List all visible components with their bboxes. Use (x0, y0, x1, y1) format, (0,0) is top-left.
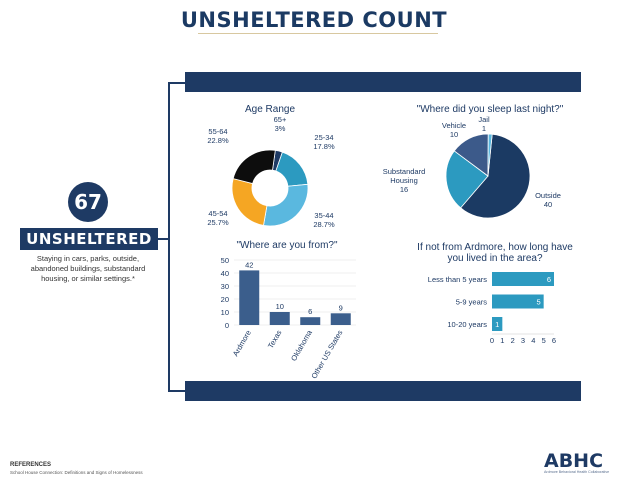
sleep-chart-title: "Where did you sleep last night?" (416, 104, 564, 115)
bar-other-us-states (330, 313, 351, 325)
bracket-line (158, 238, 170, 240)
origin-bar-chart: 0 10 20 30 40 50 42 Ardmore 10 Texas 6 Oklahoma 9 Oth… (221, 256, 356, 380)
bracket-line (168, 82, 170, 392)
bar-oklahoma (300, 317, 321, 325)
page-title: UNSHELTERED COUNT (180, 8, 448, 32)
abhc-logo-subtitle: Ardmore Behavioral Health Collaborative (544, 470, 610, 474)
x-tick-label: 6 (552, 336, 556, 345)
unsheltered-count-badge: 67 (68, 182, 108, 222)
x-tick-label: Ardmore (231, 329, 253, 358)
x-tick-label: 5 (542, 336, 546, 345)
donut-slice-25-34 (275, 151, 309, 187)
title-underline (198, 33, 438, 34)
bar-value-label: 9 (339, 303, 343, 312)
bar-texas (269, 312, 290, 325)
top-banner-bar (185, 72, 581, 92)
y-category-label: 5-9 years (456, 298, 488, 307)
bottom-banner-bar (185, 381, 581, 401)
pie-value-label: 10 (450, 130, 458, 139)
x-tick-label: 0 (490, 336, 494, 345)
pie-category-label: Vehicle (442, 121, 466, 130)
pie-value-label: 16 (400, 185, 408, 194)
y-tick-label: 10 (221, 308, 229, 317)
donut-slice-55-64 (232, 149, 276, 185)
origin-chart-title: "Where are you from?" (236, 240, 338, 251)
x-tick-label: 4 (531, 336, 535, 345)
pie-slice-outside (460, 133, 531, 219)
donut-category-label: 35-44 (314, 211, 333, 220)
pie-slice-jail (487, 133, 493, 177)
bar-value-label: 6 (547, 275, 551, 284)
donut-percent-label: 3% (275, 124, 286, 133)
bar-less-than-5-years (492, 272, 554, 286)
y-tick-label: 40 (221, 269, 229, 278)
pie-value-label: 1 (482, 124, 486, 133)
y-tick-label: 30 (221, 282, 229, 291)
bar-value-label: 5 (536, 298, 540, 307)
donut-category-label: 25-34 (314, 133, 333, 142)
bracket-line (168, 390, 186, 392)
bar-value-label: 10 (276, 302, 284, 311)
references-label: REFERENCES (10, 462, 52, 468)
x-tick-label: 2 (511, 336, 515, 345)
x-tick-label: Other US States (309, 328, 344, 380)
x-tick-label: 3 (521, 336, 525, 345)
y-tick-label: 0 (225, 321, 229, 330)
pie-category-label: Housing (390, 176, 418, 185)
unsheltered-label: UNSHELTERED (20, 228, 158, 250)
y-category-label: Less than 5 years (428, 275, 487, 284)
bar-value-label: 1 (495, 320, 499, 329)
x-tick-label: Texas (266, 328, 284, 350)
y-category-label: 10-20 years (447, 320, 487, 329)
bar-value-label: 6 (308, 307, 312, 316)
bracket-line (168, 82, 186, 84)
y-tick-label: 20 (221, 295, 229, 304)
pie-slice-substandard-housing (445, 150, 489, 209)
residency-chart-title: If not from Ardmore, how long have you l… (417, 242, 573, 264)
abhc-logo: ABHC (544, 450, 604, 472)
pie-category-label: Outside (535, 191, 561, 200)
bar-5-9-years (492, 294, 544, 309)
residency-bar-chart: Less than 5 years 6 5-9 years 5 10-20 years 1… (428, 272, 556, 345)
y-tick-label: 50 (221, 256, 229, 265)
bar-10-20-years (492, 317, 503, 331)
donut-category-label: 55-64 (208, 127, 227, 136)
age-chart-title: Age Range (244, 104, 296, 115)
donut-slice-35-44 (263, 183, 309, 227)
bar-value-label: 42 (245, 260, 253, 269)
unsheltered-description: Staying in cars, parks, outside, abandon… (30, 254, 146, 283)
donut-percent-label: 25.7% (207, 218, 229, 227)
donut-category-label: 65+ (274, 115, 287, 124)
pie-category-label: Substandard (383, 167, 426, 176)
references-text: School House Connection: Definitions and… (10, 470, 143, 475)
x-tick-label: Oklahoma (289, 328, 314, 363)
bar-ardmore (239, 270, 260, 325)
pie-value-label: 40 (544, 200, 552, 209)
donut-percent-label: 28.7% (313, 220, 335, 229)
donut-percent-label: 22.8% (207, 136, 229, 145)
x-tick-label: 1 (500, 336, 504, 345)
donut-category-label: 45-54 (208, 209, 227, 218)
pie-category-label: Jail (478, 115, 490, 124)
donut-percent-label: 17.8% (313, 142, 335, 151)
donut-slice-45-54 (231, 178, 268, 226)
